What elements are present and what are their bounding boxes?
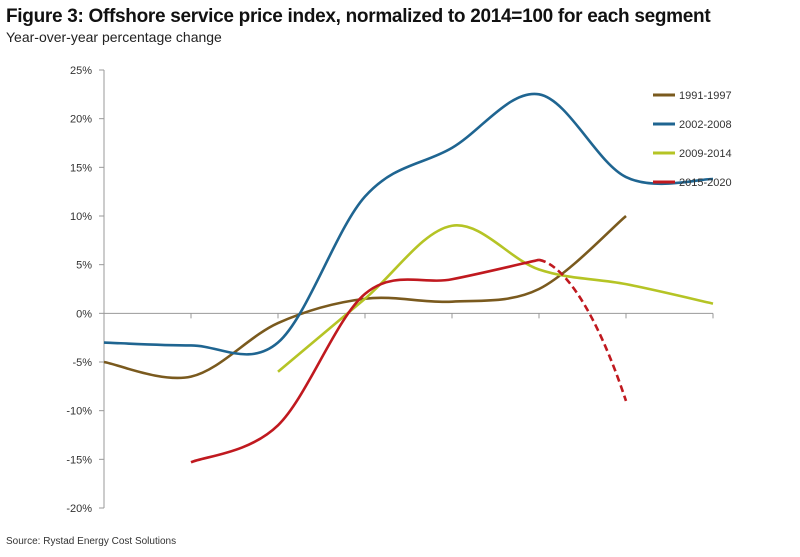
y-tick-label: 15% [70,162,92,174]
legend-label: 2002-2008 [679,119,732,131]
y-tick-label: 5% [76,260,92,272]
y-tick-label: 20% [70,114,92,126]
series-line-2009-2014 [277,224,714,373]
series-line-2002-2008 [103,92,714,356]
series-line-1991-1997 [103,215,627,380]
y-tick-label: 0% [76,308,92,320]
y-tick-label: -5% [72,357,92,369]
chart-subtitle: Year-over-year percentage change [6,29,222,45]
y-tick-label: -15% [66,454,92,466]
series-line-dashed-2015-2020 [538,258,628,402]
series-line-2015-2020 [190,258,540,464]
source-note: Source: Rystad Energy Cost Solutions [6,536,177,547]
legend-label: 2009-2014 [679,148,732,160]
chart-title: Figure 3: Offshore service price index, … [6,6,711,27]
y-tick-label: -20% [66,503,92,515]
y-tick-label: -10% [66,406,92,418]
legend-label: 2015-2020 [679,177,732,189]
y-tick-label: 25% [70,65,92,77]
y-tick-label: 10% [70,211,92,223]
legend-label: 1991-1997 [679,90,732,102]
